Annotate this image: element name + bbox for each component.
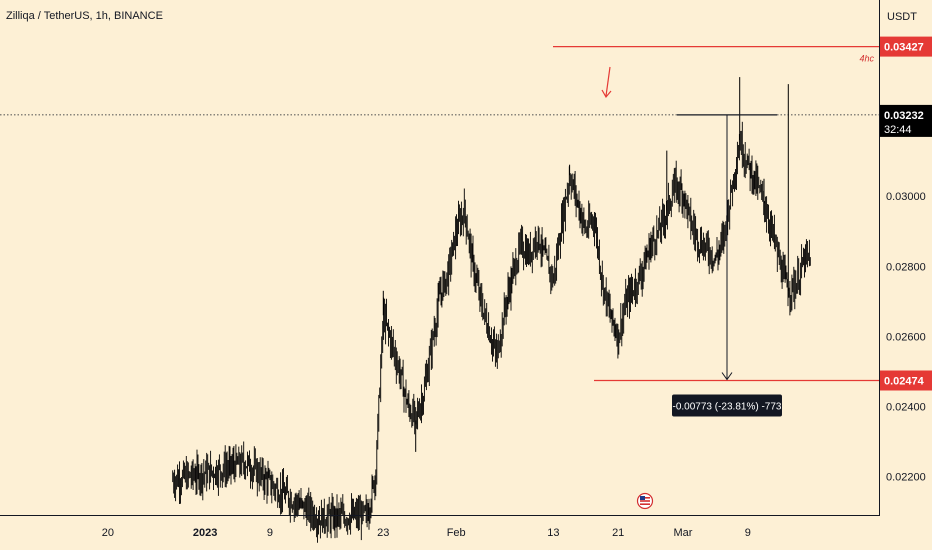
support-price-label: 0.02474 xyxy=(884,376,925,388)
current-price-label: 0.03232 xyxy=(884,110,924,122)
resistance-note: 4hc xyxy=(859,54,874,64)
y-tick-label: 0.02400 xyxy=(886,401,926,413)
x-tick-label: 20 xyxy=(102,527,114,539)
annotations: -0.00773 (-23.81%) -773 0.03427 4hc 0.03232… xyxy=(601,36,932,417)
x-tick-label: Mar xyxy=(674,527,693,539)
y-tick-label: 0.02200 xyxy=(886,472,926,484)
down-arrow-head xyxy=(601,89,612,99)
support-price-badge xyxy=(880,370,932,391)
resistance-price-badge xyxy=(880,36,932,57)
y-tick-label: 0.02800 xyxy=(886,261,926,273)
x-tick-label: 21 xyxy=(612,527,624,539)
x-tick-label: Feb xyxy=(447,527,466,539)
us-flag-event-icon[interactable] xyxy=(636,492,654,510)
measure-arrowhead xyxy=(721,372,733,381)
measure-label-box xyxy=(672,394,782,417)
y-tick-label: 0.03000 xyxy=(886,191,926,203)
level-lines xyxy=(0,45,880,382)
x-tick-label: 2023 xyxy=(193,527,217,539)
candle-series xyxy=(172,77,811,543)
resistance-price-label: 0.03427 xyxy=(884,42,924,54)
y-tick-label: 0.02600 xyxy=(886,331,926,343)
x-tick-label: 13 xyxy=(547,527,559,539)
time-axis[interactable]: 20 2023 9 23 Feb 13 21 Mar 9 xyxy=(102,527,751,539)
price-axis-currency: USDT xyxy=(887,11,917,23)
down-arrow-shaft xyxy=(605,66,611,97)
current-price-badge xyxy=(880,104,932,137)
countdown-label: 32:44 xyxy=(884,124,912,136)
x-tick-label: 23 xyxy=(377,527,389,539)
x-tick-label: 9 xyxy=(745,527,751,539)
measure-label: -0.00773 (-23.81%) -773 xyxy=(673,402,782,413)
x-tick-label: 9 xyxy=(267,527,273,539)
chart-title: Zilliqa / TetherUS, 1h, BINANCE xyxy=(6,10,163,22)
price-axis[interactable]: 0.02200 0.02400 0.02600 0.02800 0.03000 xyxy=(886,191,926,483)
